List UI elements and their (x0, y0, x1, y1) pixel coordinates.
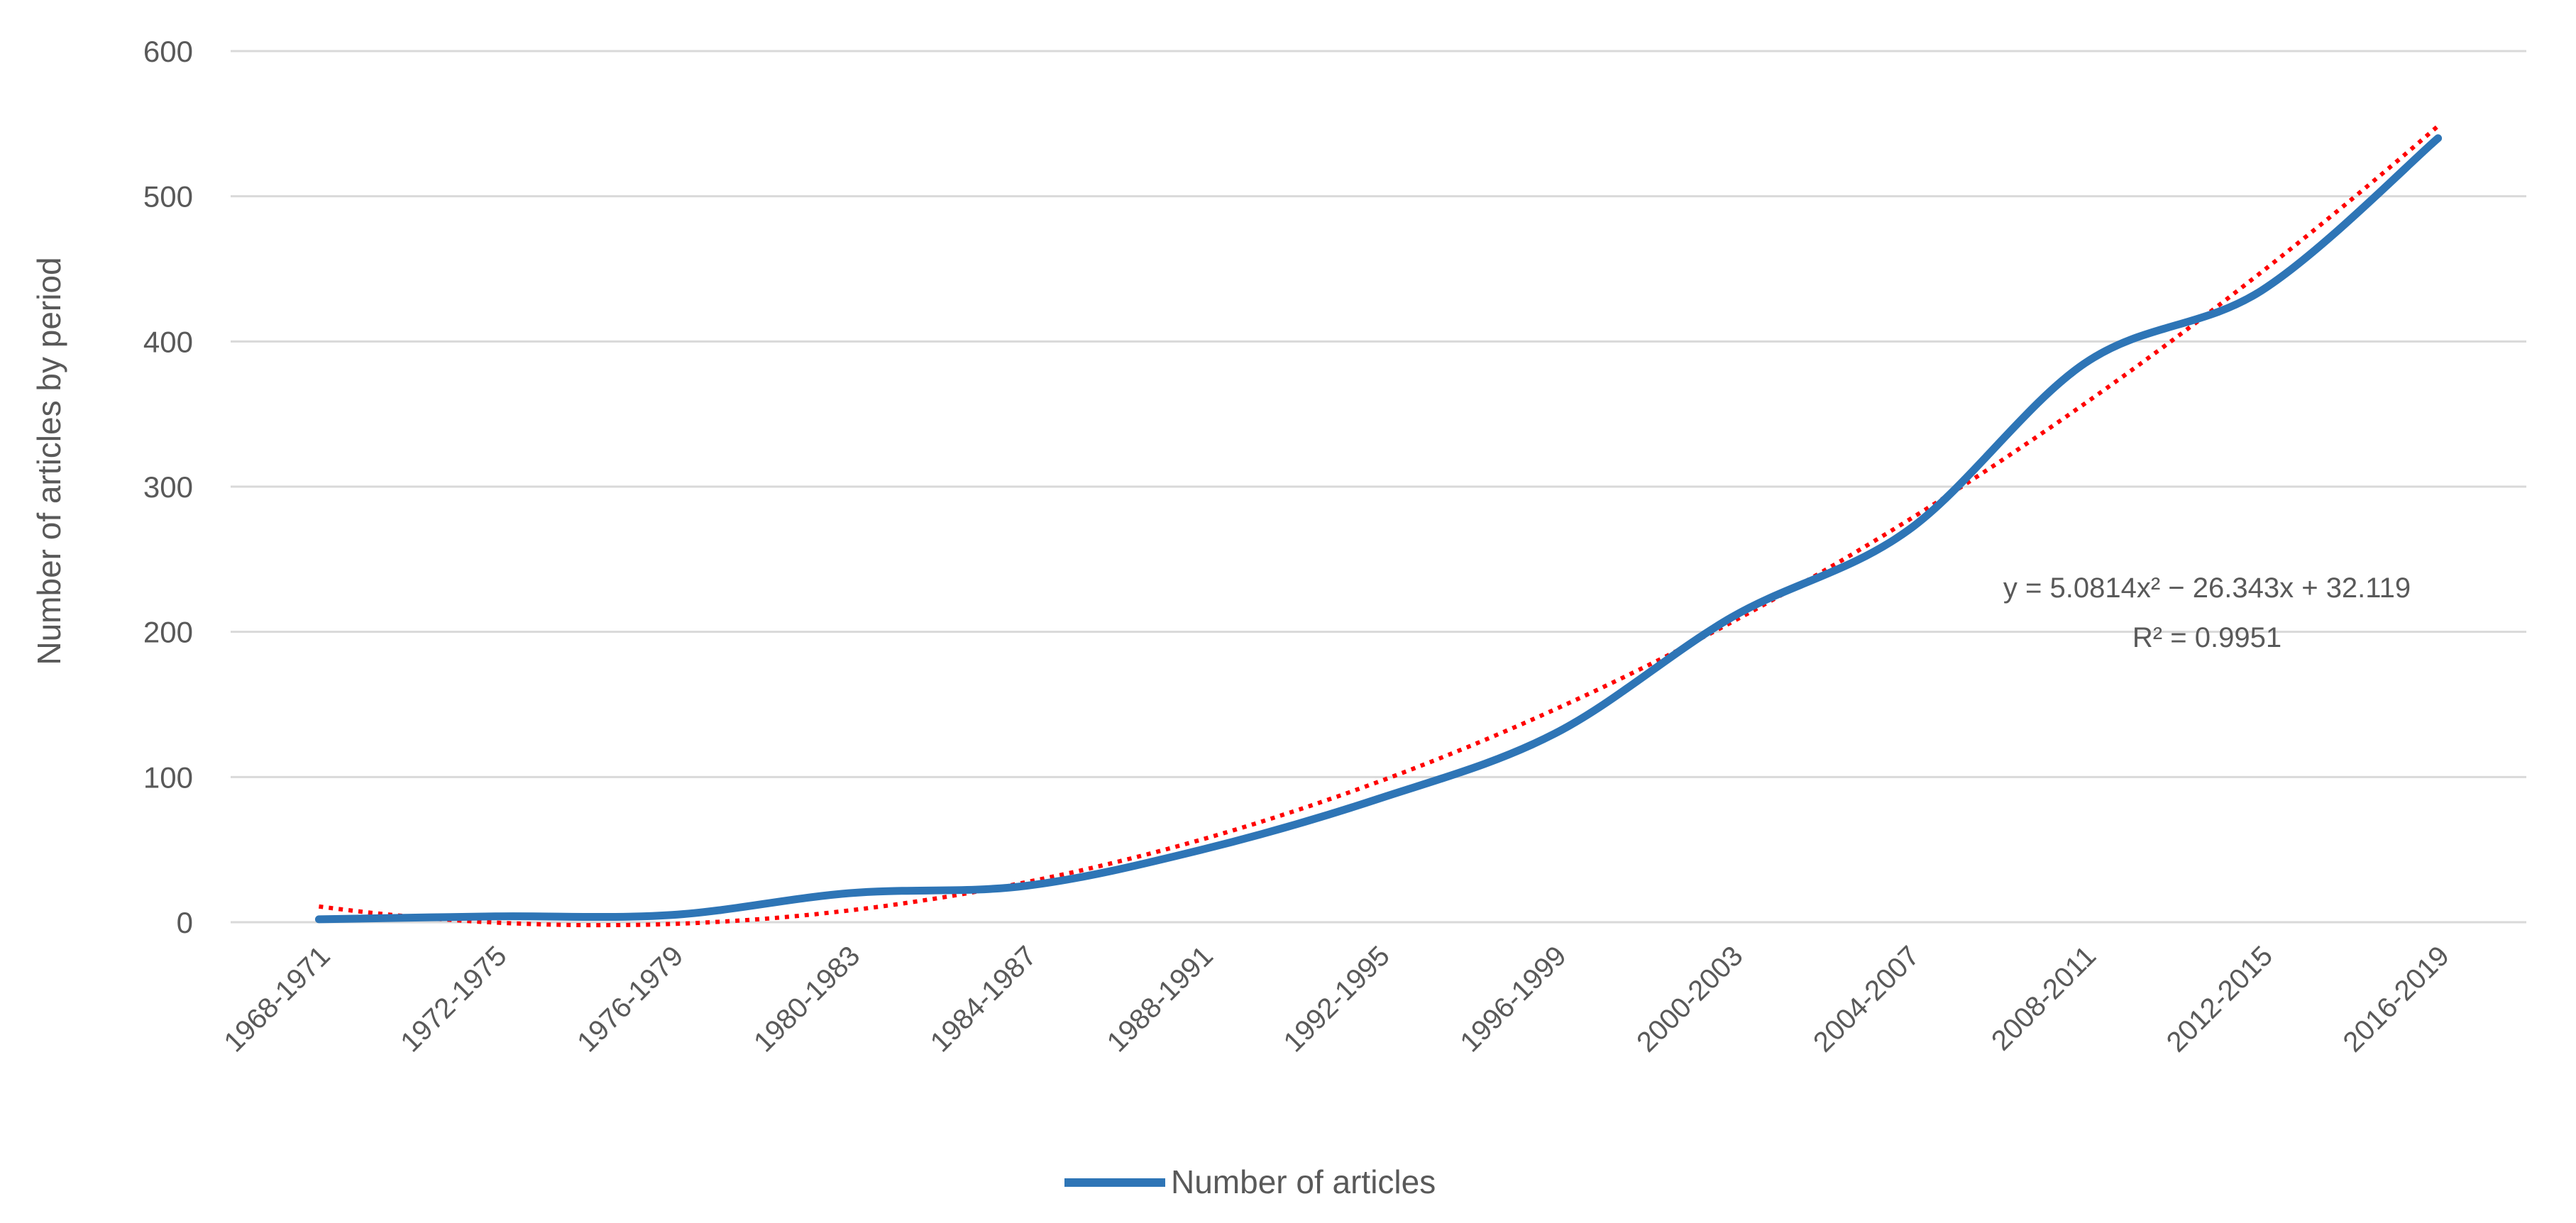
x-tick-label: 2016-2019 (2338, 940, 2455, 1058)
x-axis-ticks: 1968-1971 1972-1975 1976-1979 1980-1983 1984… (218, 940, 2455, 1058)
y-axis-ticks: 0 100 200 300 400 500 600 (143, 35, 193, 939)
legend-label: Number of articles (1171, 1163, 1436, 1200)
series-number-of-articles (314, 134, 2443, 924)
y-axis-title: Number of articles by period (31, 257, 67, 665)
x-tick-label: 1996-1999 (1454, 940, 1572, 1058)
y-tick-label: 200 (143, 616, 193, 649)
y-tick-label: 600 (143, 35, 193, 68)
x-tick-label: 1972-1975 (395, 940, 512, 1058)
x-tick-label: 2012-2015 (2161, 940, 2279, 1058)
x-tick-label: 1988-1991 (1101, 940, 1219, 1058)
trendline-path (319, 124, 2440, 928)
trendline-r-squared: R² = 0.9951 (2132, 622, 2281, 653)
y-tick-label: 100 (143, 760, 193, 794)
x-tick-label: 2008-2011 (1986, 940, 2102, 1056)
legend: Number of articles (1064, 1163, 1436, 1200)
y-tick-label: 300 (143, 470, 193, 504)
x-tick-label: 2004-2007 (1807, 940, 1925, 1058)
x-tick-label: 1992-1995 (1277, 940, 1395, 1058)
x-tick-label: 1976-1979 (571, 940, 689, 1058)
x-tick-label: 1968-1971 (218, 940, 336, 1058)
x-tick-label: 1980-1983 (748, 940, 866, 1058)
trendline-equation: y = 5.0814x² − 26.343x + 32.119 (2003, 572, 2411, 604)
y-tick-label: 500 (143, 180, 193, 214)
trendline (319, 124, 2440, 928)
series-line (314, 134, 2443, 924)
x-tick-label: 2000-2003 (1631, 940, 1749, 1058)
y-tick-label: 0 (177, 906, 193, 939)
gridlines (231, 50, 2526, 924)
y-tick-label: 400 (143, 325, 193, 358)
x-tick-label: 1984-1987 (925, 940, 1042, 1058)
